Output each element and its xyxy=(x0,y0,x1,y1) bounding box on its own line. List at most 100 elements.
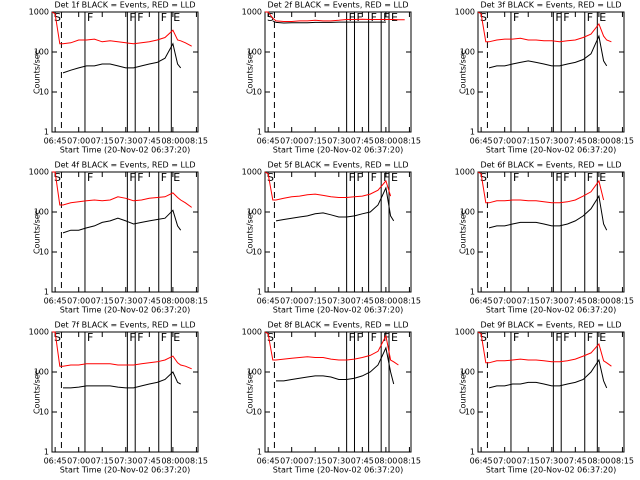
x-tick-label: 07:00 xyxy=(67,297,90,306)
x-tick-label: 06:45 xyxy=(44,457,67,466)
x-tick-label: 07:00 xyxy=(493,137,516,146)
x-tick-label: 07:45 xyxy=(351,137,374,146)
x-tick-label: 07:15 xyxy=(91,137,114,146)
event-marker-label: F xyxy=(383,171,389,184)
y-tick-label: 1 xyxy=(257,288,262,297)
y-tick-label: 100 xyxy=(460,48,475,57)
x-tick-label: 08:15 xyxy=(611,297,634,306)
x-tick-label: 07:45 xyxy=(564,137,587,146)
x-tick-label: 06:45 xyxy=(257,137,280,146)
event-marker-label: F xyxy=(129,171,135,184)
y-axis-label: Counts/sec xyxy=(33,50,42,94)
series-line xyxy=(63,371,181,389)
x-tick-label: 08:00 xyxy=(374,137,397,146)
x-tick-label: 06:45 xyxy=(44,137,67,146)
event-marker-label: F xyxy=(513,11,519,24)
x-tick-label: 07:30 xyxy=(327,457,350,466)
event-marker-label: F xyxy=(87,331,93,344)
event-marker-label: S xyxy=(480,11,487,24)
y-axis-label: Counts/sec xyxy=(33,370,42,414)
y-tick-label: 100 xyxy=(247,48,262,57)
x-tick-label: 06:45 xyxy=(470,137,493,146)
event-marker-label: S xyxy=(480,171,487,184)
x-axis-label: Start Time (20-Nov-02 06:37:20) xyxy=(273,306,403,315)
event-marker-label: F xyxy=(513,331,519,344)
event-marker-label: F xyxy=(87,171,93,184)
panel: Det 8f BLACK = Events, RED = LLD 1 10 100 10… xyxy=(242,321,421,475)
y-tick-label: 10 xyxy=(465,408,475,417)
x-tick-label: 07:15 xyxy=(517,297,540,306)
event-marker-label: F xyxy=(371,11,377,24)
series-line xyxy=(477,171,605,204)
x-tick-label: 08:00 xyxy=(374,297,397,306)
y-tick-label: 1 xyxy=(470,448,475,457)
x-tick-label: 07:30 xyxy=(114,457,137,466)
event-marker-label: F xyxy=(349,11,355,24)
event-marker-label: F xyxy=(349,171,355,184)
chart-title: Det 3f BLACK = Events, RED = LLD xyxy=(480,1,621,10)
x-axis-label: Start Time (20-Nov-02 06:37:20) xyxy=(60,146,190,155)
event-marker-label: E xyxy=(599,331,606,344)
x-tick-label: 08:15 xyxy=(398,137,421,146)
x-tick-label: 08:15 xyxy=(398,457,421,466)
x-tick-label: 07:00 xyxy=(493,297,516,306)
event-marker-label: F xyxy=(555,331,561,344)
event-marker-label: F xyxy=(563,171,569,184)
y-tick-label: 1 xyxy=(44,288,49,297)
chart-title: Det 1f BLACK = Events, RED = LLD xyxy=(54,1,195,10)
series-line xyxy=(272,20,386,24)
series-line xyxy=(477,11,612,43)
event-marker-label: F xyxy=(371,331,377,344)
x-tick-label: 08:00 xyxy=(161,137,184,146)
x-tick-label: 07:00 xyxy=(280,457,303,466)
chart-title: Det 8f BLACK = Events, RED = LLD xyxy=(267,321,408,330)
y-tick-label: 1000 xyxy=(29,168,49,177)
x-axis-label: Start Time (20-Nov-02 06:37:20) xyxy=(60,466,190,475)
x-axis-label: Start Time (20-Nov-02 06:37:20) xyxy=(486,466,616,475)
x-tick-label: 07:30 xyxy=(540,137,563,146)
y-axis-label: Counts/sec xyxy=(459,210,468,254)
event-marker-label: S xyxy=(267,11,274,24)
x-axis-label: Start Time (20-Nov-02 06:37:20) xyxy=(60,306,190,315)
x-tick-label: 08:15 xyxy=(398,297,421,306)
y-tick-label: 10 xyxy=(465,248,475,257)
series-line xyxy=(51,11,192,47)
x-tick-label: 07:30 xyxy=(114,137,137,146)
x-tick-label: 07:15 xyxy=(304,457,327,466)
y-tick-label: 100 xyxy=(460,368,475,377)
chart-title: Det 7f BLACK = Events, RED = LLD xyxy=(54,321,195,330)
event-marker-label: F xyxy=(137,331,143,344)
x-axis-label: Start Time (20-Nov-02 06:37:20) xyxy=(273,146,403,155)
x-axis-label: Start Time (20-Nov-02 06:37:20) xyxy=(273,466,403,475)
x-tick-label: 07:30 xyxy=(327,137,350,146)
event-marker-label: E xyxy=(391,331,398,344)
x-tick-label: 08:00 xyxy=(587,297,610,306)
x-tick-label: 08:00 xyxy=(587,457,610,466)
event-marker-label: F xyxy=(383,11,389,24)
plot-frame xyxy=(51,11,199,133)
event-marker-label: E xyxy=(599,11,606,24)
x-tick-label: 08:15 xyxy=(611,137,634,146)
y-tick-label: 100 xyxy=(34,48,49,57)
x-tick-label: 06:45 xyxy=(470,297,493,306)
y-axis-label: Counts/sec xyxy=(459,50,468,94)
x-tick-label: 07:00 xyxy=(280,137,303,146)
event-marker-label: F xyxy=(349,331,355,344)
event-marker-label: S xyxy=(267,171,274,184)
event-marker-label: E xyxy=(173,331,180,344)
y-tick-label: 10 xyxy=(252,408,262,417)
y-tick-label: 1000 xyxy=(455,168,475,177)
series-line xyxy=(488,358,608,389)
y-tick-label: 100 xyxy=(460,208,475,217)
chart-title: Det 6f BLACK = Events, RED = LLD xyxy=(480,161,621,170)
y-tick-label: 1000 xyxy=(455,8,475,17)
y-tick-label: 1 xyxy=(470,128,475,137)
event-marker-label: F xyxy=(513,171,519,184)
event-marker-label: F xyxy=(356,331,362,344)
event-marker-label: F xyxy=(137,11,143,24)
y-tick-label: 100 xyxy=(247,208,262,217)
event-marker-label: E xyxy=(173,11,180,24)
series-line xyxy=(264,331,399,366)
